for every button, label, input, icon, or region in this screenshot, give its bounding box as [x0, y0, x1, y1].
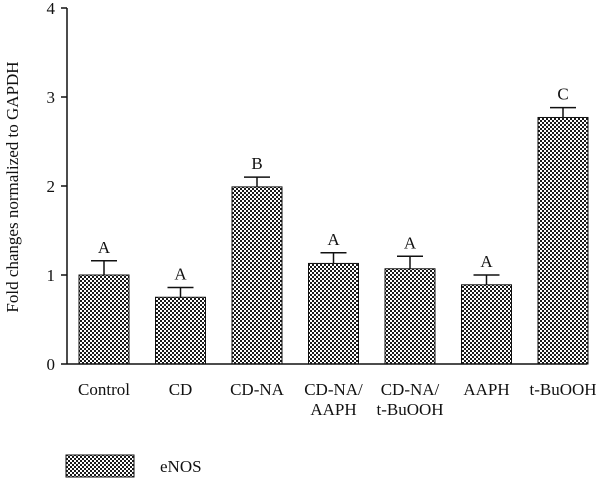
y-tick-label: 4: [47, 0, 56, 18]
significance-label: A: [327, 230, 340, 249]
bar: [78, 274, 130, 365]
y-tick-label: 2: [47, 177, 56, 196]
significance-label: A: [98, 238, 111, 257]
significance-label: C: [557, 85, 568, 104]
category-labels-layer: Control CD CD-NA CD-NA/AAPHCD-NA/t-BuOOHAAP…: [78, 380, 597, 419]
significance-labels-layer: A A B A A A C: [98, 85, 569, 284]
x-category-label: AAPH: [310, 400, 356, 419]
x-category-label: CD: [169, 380, 193, 399]
x-category-label: Control: [78, 380, 130, 399]
bar: [308, 262, 359, 365]
legend-swatch: [65, 454, 135, 478]
error-bars-layer: [91, 106, 576, 298]
y-tick-label: 3: [47, 88, 56, 107]
x-category-label: AAPH: [463, 380, 509, 399]
y-tick-label: 0: [47, 355, 56, 374]
x-category-label: CD-NA: [230, 380, 285, 399]
significance-label: A: [480, 252, 493, 271]
bar: [155, 296, 206, 365]
legend: eNOS: [65, 454, 202, 478]
legend-label: eNOS: [160, 457, 202, 476]
bar: [461, 284, 512, 365]
y-axis-label: Fold changes normalized to GAPDH: [3, 61, 22, 312]
x-category-label: t-BuOOH: [529, 380, 596, 399]
significance-label: A: [174, 264, 187, 283]
x-category-label: CD-NA/: [381, 380, 440, 399]
x-category-label: CD-NA/: [304, 380, 363, 399]
bar: [537, 116, 589, 365]
bars-layer: [78, 116, 589, 365]
y-tick-label: 1: [47, 266, 56, 285]
bar: [384, 268, 436, 365]
x-category-label: t-BuOOH: [376, 400, 443, 419]
y-ticks-layer: 0 1 2 3 4: [47, 0, 67, 374]
significance-label: B: [251, 154, 262, 173]
bar: [231, 186, 283, 365]
significance-label: A: [404, 233, 417, 252]
